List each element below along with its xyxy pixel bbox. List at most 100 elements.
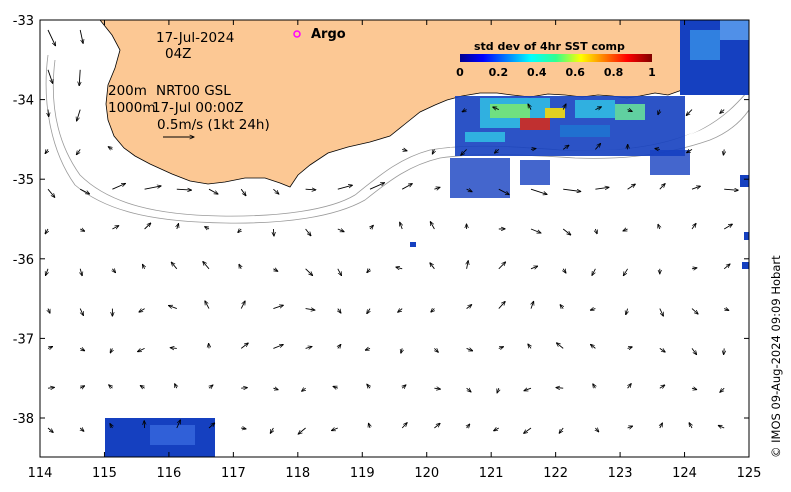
legend-tick-label: 0.4 [527, 66, 547, 79]
current-arrow [400, 222, 403, 230]
current-arrow [176, 420, 181, 429]
current-arrow [45, 149, 48, 153]
time-label: 04Z [165, 46, 191, 62]
argo-label: Argo [311, 27, 346, 42]
current-arrow [530, 188, 547, 194]
current-arrow [658, 224, 660, 230]
current-arrow [176, 189, 192, 190]
current-arrow [47, 188, 55, 197]
current-arrow [497, 388, 499, 393]
current-arrow [79, 308, 83, 316]
current-arrow [562, 228, 571, 235]
current-arrow [530, 266, 538, 269]
current-arrow [396, 267, 403, 269]
current-arrow [434, 348, 438, 352]
current-arrow [305, 347, 312, 349]
current-arrow [498, 347, 504, 349]
current-arrow [467, 424, 470, 428]
current-arrow [76, 149, 81, 154]
current-arrow [273, 345, 283, 349]
legend-tick-label: 1 [648, 66, 656, 79]
y-tick-label: -37 [13, 332, 34, 347]
current-arrow [203, 262, 210, 270]
current-arrow [175, 384, 177, 389]
x-tick-label: 123 [608, 466, 633, 481]
current-arrow [530, 149, 536, 150]
current-arrow [338, 344, 341, 348]
current-arrow [338, 308, 341, 314]
current-arrow [660, 423, 663, 429]
current-vectors [45, 29, 738, 434]
current-arrow [724, 309, 729, 311]
current-arrow [79, 348, 85, 350]
current-arrow [401, 423, 407, 429]
current-arrow [398, 309, 403, 313]
product-time-label: 17-Jul 00:00Z [152, 100, 244, 116]
current-arrow [402, 385, 406, 388]
current-arrow [112, 184, 125, 190]
current-arrow [494, 428, 500, 431]
current-arrow [466, 305, 472, 309]
current-arrow [530, 228, 541, 233]
current-arrow [47, 69, 53, 84]
current-arrow [655, 149, 660, 150]
current-arrow [169, 306, 177, 310]
current-arrow [686, 109, 693, 116]
date-label: 17-Jul-2024 [156, 30, 234, 46]
argo-marker-icon [293, 30, 301, 38]
x-tick-label: 125 [737, 466, 762, 481]
current-arrow [205, 227, 210, 229]
legend-tick-label: 0.6 [565, 66, 585, 79]
current-arrow [556, 343, 564, 349]
current-arrow [79, 188, 89, 194]
current-arrow [691, 348, 697, 354]
current-arrow [430, 222, 435, 230]
current-arrow [240, 188, 246, 196]
current-arrow [171, 262, 178, 270]
current-arrow [238, 229, 241, 233]
current-arrow [466, 189, 473, 192]
current-arrow [720, 387, 725, 392]
current-arrow [48, 308, 50, 314]
current-arrow [369, 423, 371, 429]
x-tick-label: 120 [414, 466, 439, 481]
current-arrow [177, 224, 179, 230]
y-tick-label: -34 [13, 94, 34, 109]
current-arrow [370, 225, 373, 229]
y-tick-label: -33 [13, 14, 34, 29]
current-arrow [691, 186, 700, 190]
current-arrow [689, 423, 692, 429]
current-arrow [305, 268, 313, 276]
x-tick-label: 122 [543, 466, 568, 481]
current-arrow [461, 149, 467, 155]
current-arrow [80, 229, 85, 231]
current-arrow [45, 228, 48, 234]
depth-1000-label: 1000m [108, 100, 156, 116]
current-arrow [658, 109, 660, 115]
depth-200-label: 200m [108, 83, 147, 99]
current-arrow [562, 145, 569, 150]
current-arrow [143, 264, 145, 269]
current-arrow [627, 426, 633, 428]
legend-tick-label: 0 [456, 66, 464, 79]
current-arrow [595, 228, 597, 234]
current-arrow [493, 107, 499, 110]
current-arrow [724, 348, 725, 354]
current-arrow [531, 301, 534, 309]
current-arrow [144, 186, 162, 190]
x-tick-label: 118 [285, 466, 310, 481]
current-arrow [432, 149, 434, 154]
current-arrow [591, 344, 596, 349]
legend-title: std dev of 4hr SST comp [474, 40, 625, 53]
current-arrow [430, 263, 435, 270]
current-arrow [79, 29, 83, 43]
current-arrow [623, 268, 628, 276]
current-arrow [595, 144, 600, 150]
current-arrow [563, 104, 566, 110]
current-arrow [240, 301, 245, 309]
current-arrow [273, 305, 283, 310]
current-arrow [723, 149, 724, 155]
current-arrow [462, 110, 467, 112]
current-arrow [691, 268, 697, 269]
